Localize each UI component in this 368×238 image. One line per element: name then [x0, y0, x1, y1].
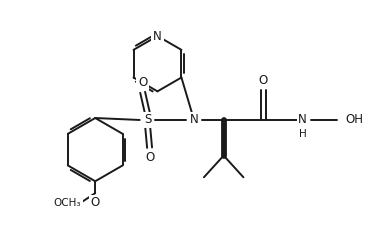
Text: S: S — [144, 114, 151, 126]
Text: N: N — [153, 30, 162, 43]
Text: N: N — [298, 114, 307, 126]
Text: H: H — [299, 129, 307, 139]
Text: O: O — [138, 76, 147, 89]
Text: O: O — [91, 197, 100, 209]
Text: N: N — [190, 114, 198, 126]
Text: OH: OH — [345, 114, 363, 126]
Text: O: O — [259, 74, 268, 87]
Text: O: O — [145, 151, 154, 164]
Text: OCH₃: OCH₃ — [54, 198, 81, 208]
